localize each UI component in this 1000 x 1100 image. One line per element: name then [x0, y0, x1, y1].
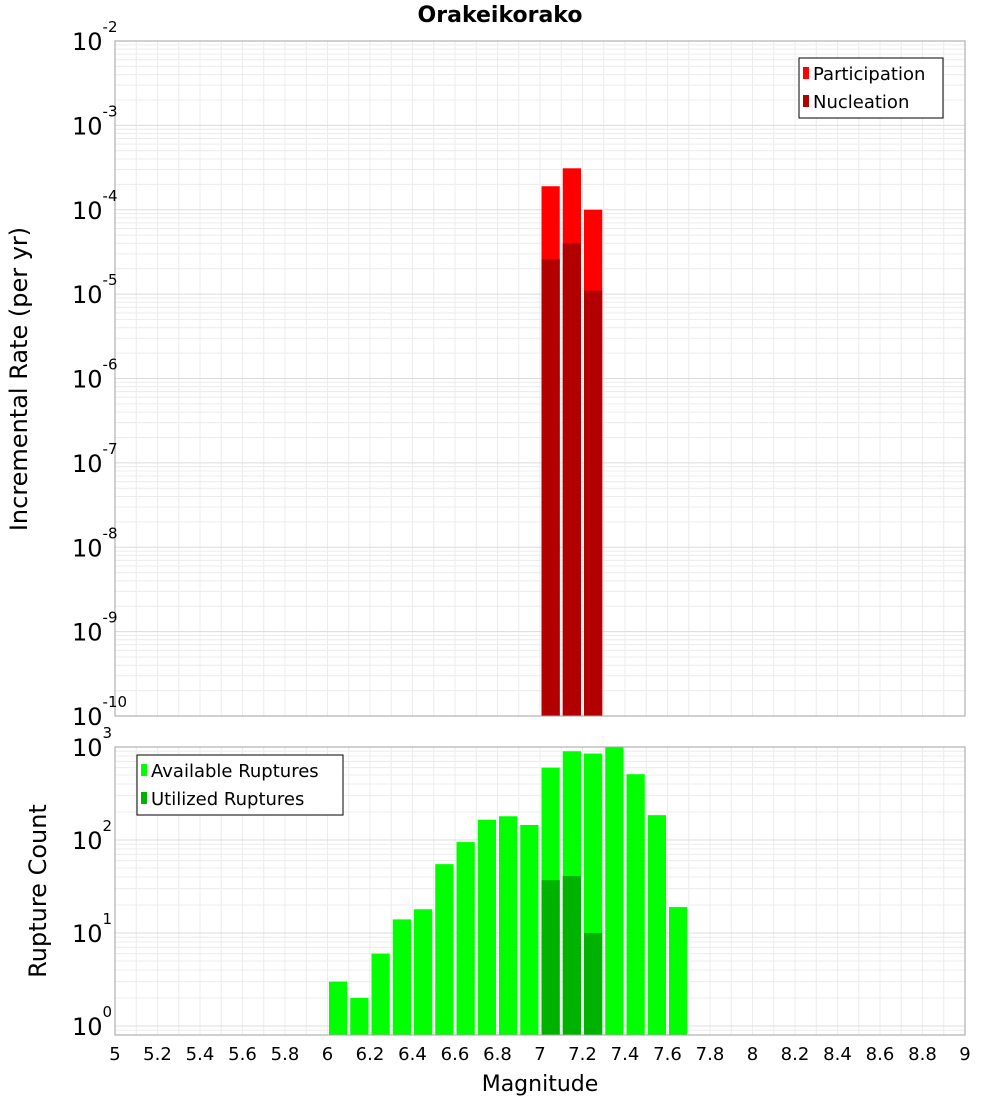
x-tick-label: 8: [747, 1044, 758, 1065]
bar: [584, 932, 603, 1035]
legend-label: Nucleation: [813, 92, 909, 113]
bar: [350, 997, 369, 1035]
bar: [520, 824, 539, 1035]
x-tick-label: 6.2: [356, 1044, 385, 1065]
count-legend-box: [136, 754, 344, 816]
x-tick-label: 5: [109, 1044, 120, 1065]
legend-swatch: [141, 764, 147, 776]
y-tick-label: 10-5: [72, 271, 118, 309]
count-plot-frame: [114, 746, 966, 1036]
legend-swatch: [141, 792, 147, 804]
y-tick-label: 100: [72, 1003, 112, 1041]
x-tick-label: 8.4: [823, 1044, 852, 1065]
x-axis-label: Magnitude: [482, 1072, 599, 1097]
bar: [605, 747, 624, 1035]
rate-y-axis-label: Incremental Rate (per yr): [5, 227, 33, 531]
rate-legend-box: [798, 57, 944, 119]
legend-label: Utilized Ruptures: [151, 789, 304, 810]
x-tick-label: 5.4: [186, 1044, 215, 1065]
y-tick-label: 10-7: [72, 440, 118, 478]
y-tick-label: 10-3: [72, 102, 118, 140]
x-tick-label: 6.6: [441, 1044, 470, 1065]
bar: [499, 816, 518, 1035]
x-tick-label: 7.2: [568, 1044, 597, 1065]
x-tick-label: 7.8: [696, 1044, 725, 1065]
x-tick-label: 6.8: [483, 1044, 512, 1065]
rate-legend: Participation Nucleation: [798, 57, 944, 119]
y-tick-label: 10-4: [72, 187, 118, 225]
rate-plot-frame: [114, 40, 966, 717]
y-tick-label: 10-10: [72, 693, 127, 731]
x-tick-label: 7.4: [611, 1044, 640, 1065]
bar: [371, 953, 390, 1035]
x-tick-label: 5.8: [271, 1044, 300, 1065]
bar: [541, 880, 560, 1035]
y-tick-label: 10-8: [72, 524, 118, 562]
x-tick-label: 9: [959, 1044, 970, 1065]
bar: [669, 907, 688, 1035]
bar: [562, 876, 581, 1035]
x-tick-label: 7: [534, 1044, 545, 1065]
y-tick-label: 10-9: [72, 609, 118, 647]
legend-label: Available Ruptures: [151, 761, 319, 782]
y-tick-label: 102: [72, 817, 112, 855]
bar: [329, 981, 348, 1035]
y-tick-label: 101: [72, 910, 112, 948]
count-y-axis-label: Rupture Count: [24, 804, 52, 978]
bar: [647, 815, 666, 1035]
bar: [392, 919, 411, 1035]
x-tick-label: 6: [322, 1044, 333, 1065]
legend-swatch: [803, 95, 809, 107]
bar: [477, 819, 496, 1035]
legend-swatch: [803, 67, 809, 79]
bar: [414, 909, 433, 1035]
x-tick-label: 6.4: [398, 1044, 427, 1065]
x-tick-label: 8.8: [908, 1044, 937, 1065]
y-tick-label: 10-2: [72, 18, 118, 56]
bar: [626, 774, 645, 1035]
bar: [541, 259, 560, 716]
x-tick-label: 5.2: [143, 1044, 172, 1065]
bar: [584, 290, 603, 716]
x-tick-label: 7.6: [653, 1044, 682, 1065]
bar: [562, 243, 581, 717]
chart-title: Orakeikorako: [418, 3, 583, 28]
x-tick-label: 8.2: [781, 1044, 810, 1065]
legend-label: Participation: [813, 64, 925, 85]
bar: [456, 842, 475, 1035]
count-legend: Available Ruptures Utilized Ruptures: [136, 754, 344, 816]
x-tick-label: 5.6: [228, 1044, 257, 1065]
y-tick-label: 10-6: [72, 356, 118, 394]
x-tick-label: 8.6: [866, 1044, 895, 1065]
rate-panel: 10-10 10-9 10-8 10-7 10-6 10-5 10-4 10-3 10-2 In…: [5, 18, 966, 731]
bar: [435, 864, 454, 1035]
